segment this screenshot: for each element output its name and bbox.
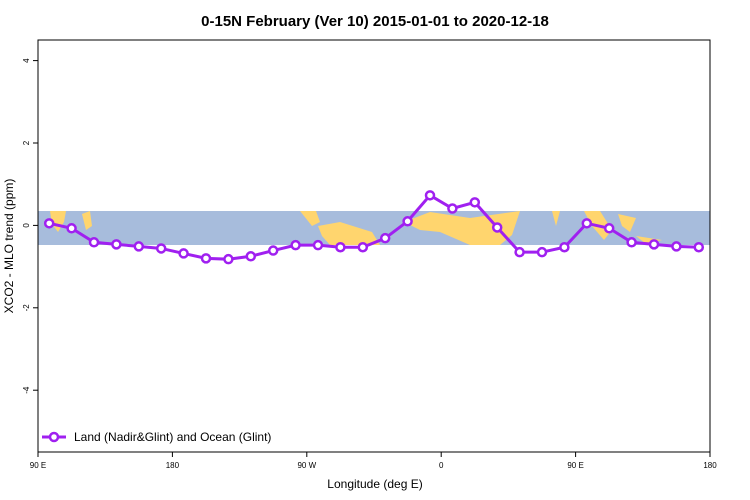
x-axis-label: Longitude (deg E) xyxy=(327,477,422,491)
point xyxy=(335,241,346,253)
x-tick-label: 90 E xyxy=(30,461,46,470)
y-tick-label: -4 xyxy=(22,386,31,394)
point xyxy=(648,239,660,250)
point xyxy=(223,253,234,265)
point xyxy=(581,218,593,229)
point xyxy=(357,241,369,253)
point xyxy=(491,222,503,233)
point xyxy=(603,223,615,234)
point xyxy=(693,241,705,253)
point xyxy=(536,246,548,258)
y-tick-label: 0 xyxy=(22,223,31,228)
point xyxy=(66,223,77,234)
point xyxy=(245,251,257,262)
point xyxy=(111,239,122,250)
x-tick-label: 180 xyxy=(166,461,180,470)
point xyxy=(469,197,481,208)
y-axis-label: XCO2 - MLO trend (ppm) xyxy=(2,179,16,314)
point xyxy=(43,218,55,229)
y-tick-label: -2 xyxy=(22,304,31,312)
point xyxy=(200,253,212,264)
map-band xyxy=(38,211,710,245)
x-tick-label: 90 W xyxy=(297,461,316,470)
point xyxy=(447,203,458,214)
point xyxy=(267,245,279,256)
point xyxy=(155,243,167,254)
x-tick-label: 90 E xyxy=(567,461,583,470)
land xyxy=(50,211,662,245)
point xyxy=(178,248,189,259)
plot-frame xyxy=(37,39,711,453)
point xyxy=(312,239,324,251)
chart-title: 0-15N February (Ver 10) 2015-01-01 to 20… xyxy=(201,13,549,30)
point xyxy=(424,190,436,201)
x-tick-label: 0 xyxy=(439,461,444,470)
point xyxy=(514,246,525,258)
point xyxy=(626,237,637,248)
point xyxy=(671,241,682,252)
y-tick-label: 4 xyxy=(22,58,31,63)
legend-label: Land (Nadir&Glint) and Ocean (Glint) xyxy=(74,430,271,444)
point xyxy=(559,241,570,253)
point xyxy=(133,241,145,252)
point xyxy=(379,232,391,244)
x-tick-label: 180 xyxy=(703,461,717,470)
point xyxy=(402,216,413,227)
y-tick-label: 2 xyxy=(22,140,31,145)
legend-marker xyxy=(48,431,60,443)
point xyxy=(88,237,100,248)
point xyxy=(290,239,301,251)
